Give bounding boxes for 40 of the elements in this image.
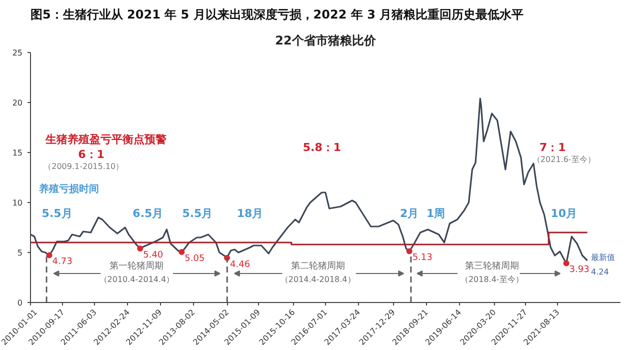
y-tick-label: 10 [12, 198, 23, 208]
annotation: 18月 [236, 207, 264, 220]
annotation: 第一轮猪周期 [110, 260, 164, 272]
point [563, 260, 570, 266]
annotation: （2009.1-2015.10） [44, 162, 124, 171]
y-tick-label: 15 [12, 148, 23, 158]
annotation: 7：1 [539, 141, 566, 154]
data-label: 5.05 [184, 254, 205, 264]
annotation: 6.5月 [132, 207, 164, 220]
point [178, 249, 185, 255]
annotation: （2010.4-2014.4） [99, 275, 174, 284]
annotation: 6：1 [78, 148, 104, 161]
data-label: 4.73 [52, 257, 72, 268]
annotation: 5.5月 [42, 207, 72, 220]
point [137, 246, 144, 252]
annotation: （2014.4-2018.4） [280, 275, 356, 284]
annotation: 10月 [550, 207, 578, 220]
y-tick-label: 20 [12, 98, 23, 108]
annotation: 最新值 [591, 253, 615, 262]
data-label: 3.93 [569, 265, 590, 276]
y-tick-label: 25 [12, 48, 23, 58]
data-label: 5.13 [412, 253, 432, 264]
annotation: 5.8：1 [302, 141, 342, 154]
annotation: （2018.4-至今） [460, 275, 524, 284]
annotation: 生猪养殖盈亏平衡点预警 [44, 133, 167, 146]
annotation: 养殖亏损时间 [38, 183, 99, 195]
annotation: 5.5月 [182, 207, 213, 220]
annotation: 4.24 [591, 267, 609, 276]
annotation: 2月 [400, 207, 419, 220]
y-tick-label: 0 [17, 298, 23, 308]
annotation: 第三轮猪周期 [464, 260, 519, 272]
chart-subtitle: 22个省市猪粮比价 [275, 34, 377, 48]
chart-title: 图5：生猪行业从 2021 年 5 月以来出现深度亏损，2022 年 3 月猪粮比重回历史最低水平 [30, 8, 524, 22]
annotation: （2021.6-至今） [532, 155, 596, 164]
annotation: 第二轮猪周期 [290, 260, 345, 272]
data-label: 4.46 [230, 260, 250, 270]
annotation: 1周 [426, 207, 446, 220]
y-tick-label: 5 [17, 248, 23, 258]
data-label: 5.40 [143, 250, 164, 260]
point [46, 252, 52, 258]
